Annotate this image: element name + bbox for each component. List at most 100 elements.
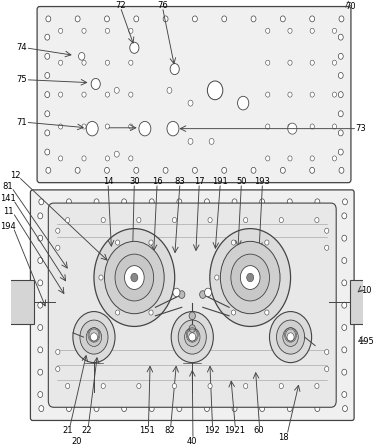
Circle shape xyxy=(210,229,291,326)
Circle shape xyxy=(342,258,347,263)
Circle shape xyxy=(338,91,343,98)
Text: 70: 70 xyxy=(345,2,356,11)
FancyBboxPatch shape xyxy=(30,190,354,420)
Circle shape xyxy=(173,288,180,297)
Circle shape xyxy=(79,52,85,60)
Circle shape xyxy=(279,384,283,388)
Circle shape xyxy=(122,405,126,412)
Circle shape xyxy=(232,405,237,412)
Circle shape xyxy=(58,156,63,161)
Circle shape xyxy=(325,245,329,250)
Circle shape xyxy=(266,28,270,33)
Circle shape xyxy=(208,218,212,222)
Text: 30: 30 xyxy=(129,177,140,186)
Circle shape xyxy=(240,266,260,289)
Circle shape xyxy=(287,333,294,341)
FancyBboxPatch shape xyxy=(37,7,351,182)
Circle shape xyxy=(243,384,248,388)
Text: 12: 12 xyxy=(10,171,20,180)
Circle shape xyxy=(232,310,236,315)
Circle shape xyxy=(38,392,43,397)
Circle shape xyxy=(129,124,133,129)
Circle shape xyxy=(94,229,175,326)
Circle shape xyxy=(171,312,213,363)
Text: 17: 17 xyxy=(194,177,205,186)
Circle shape xyxy=(251,16,256,22)
Circle shape xyxy=(265,240,269,245)
Circle shape xyxy=(339,16,344,22)
Circle shape xyxy=(38,235,43,241)
Text: 81: 81 xyxy=(3,182,13,190)
Circle shape xyxy=(222,167,227,173)
Bar xyxy=(4,280,34,324)
Circle shape xyxy=(338,130,343,136)
Circle shape xyxy=(288,124,292,129)
Circle shape xyxy=(288,156,292,161)
Circle shape xyxy=(46,167,51,173)
Circle shape xyxy=(105,156,110,161)
Circle shape xyxy=(101,218,105,222)
Circle shape xyxy=(82,92,86,97)
Text: 82: 82 xyxy=(164,426,175,435)
Circle shape xyxy=(338,72,343,79)
Circle shape xyxy=(58,124,63,129)
Circle shape xyxy=(338,149,343,155)
Circle shape xyxy=(172,218,177,222)
Circle shape xyxy=(134,167,139,173)
Circle shape xyxy=(73,312,115,363)
Circle shape xyxy=(38,302,43,308)
Circle shape xyxy=(167,87,172,93)
Circle shape xyxy=(39,199,44,205)
Circle shape xyxy=(45,111,50,117)
Circle shape xyxy=(101,384,105,388)
Circle shape xyxy=(332,28,337,33)
Circle shape xyxy=(149,310,153,315)
Circle shape xyxy=(287,405,292,412)
Circle shape xyxy=(260,405,265,412)
Circle shape xyxy=(129,28,133,33)
Circle shape xyxy=(342,369,347,375)
Circle shape xyxy=(56,228,60,233)
Circle shape xyxy=(105,92,110,97)
Circle shape xyxy=(178,291,185,298)
Text: 76: 76 xyxy=(157,1,168,10)
Circle shape xyxy=(288,60,292,65)
Circle shape xyxy=(75,167,80,173)
Circle shape xyxy=(237,96,249,110)
Text: 74: 74 xyxy=(17,44,27,52)
Text: 60: 60 xyxy=(254,426,264,435)
Circle shape xyxy=(325,228,329,233)
Circle shape xyxy=(139,121,151,136)
Circle shape xyxy=(189,312,196,320)
Text: 14: 14 xyxy=(103,177,113,186)
Circle shape xyxy=(149,240,153,245)
Circle shape xyxy=(315,384,319,388)
Circle shape xyxy=(266,156,270,161)
Circle shape xyxy=(58,92,63,97)
Circle shape xyxy=(149,405,154,412)
Circle shape xyxy=(65,384,70,388)
Circle shape xyxy=(343,199,347,205)
Circle shape xyxy=(189,333,196,341)
Circle shape xyxy=(75,16,80,22)
Circle shape xyxy=(247,273,254,282)
Circle shape xyxy=(130,42,139,53)
Circle shape xyxy=(208,384,212,388)
Bar xyxy=(350,280,374,324)
Circle shape xyxy=(205,405,209,412)
Circle shape xyxy=(283,328,298,346)
Circle shape xyxy=(104,167,110,173)
Circle shape xyxy=(342,302,347,308)
Circle shape xyxy=(205,199,209,205)
Circle shape xyxy=(94,405,99,412)
Circle shape xyxy=(332,156,337,161)
Text: 21: 21 xyxy=(62,426,73,435)
Circle shape xyxy=(114,151,119,157)
Circle shape xyxy=(99,275,103,280)
Circle shape xyxy=(56,366,60,372)
Circle shape xyxy=(45,130,50,136)
Circle shape xyxy=(266,124,270,129)
Circle shape xyxy=(338,111,343,117)
Text: 40: 40 xyxy=(187,437,197,444)
Circle shape xyxy=(91,79,100,90)
